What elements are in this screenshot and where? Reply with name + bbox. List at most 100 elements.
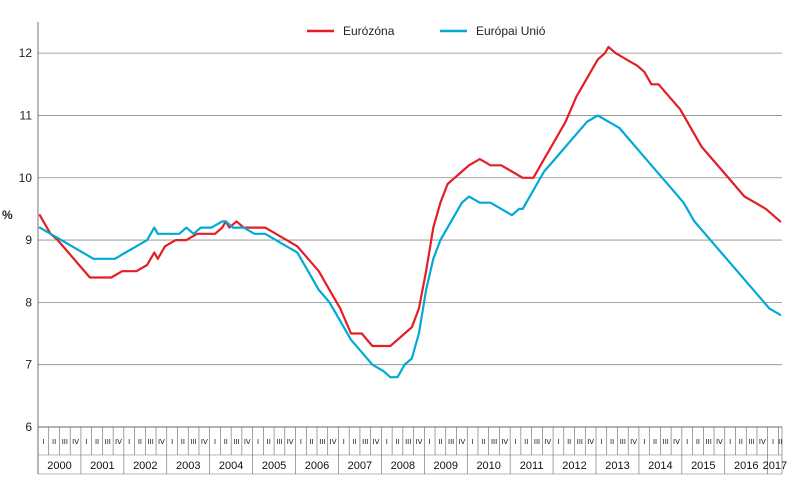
quarter-label: I [643,438,645,446]
y-tick-label: 8 [25,295,32,309]
y-tick-label: 9 [25,233,32,247]
quarter-label: I [42,438,44,446]
year-label: 2006 [305,460,329,472]
quarter-label: III [276,438,282,446]
quarter-label: III [233,438,239,446]
year-label: 2013 [605,460,629,472]
series-lines [38,45,782,379]
quarter-label: IV [373,438,380,446]
quarter-label: IV [501,438,508,446]
quarter-label: III [105,438,111,446]
year-label: 2000 [47,460,71,472]
quarter-label: II [739,438,743,446]
quarter-label: III [663,438,669,446]
quarter-label: III [448,438,454,446]
quarter-label: II [95,438,99,446]
quarter-label: II [138,438,142,446]
quarter-label: IV [72,438,79,446]
quarter-label: III [319,438,325,446]
quarter-label: III [534,438,540,446]
year-label: 2003 [176,460,200,472]
quarter-label: II [524,438,528,446]
quarter-label: II [267,438,271,446]
y-axis-title: % [2,208,13,222]
quarter-label: I [386,438,388,446]
year-label: 2002 [133,460,157,472]
y-tick-label: 11 [20,108,33,122]
quarter-label: III [405,438,411,446]
quarter-label: IV [759,438,766,446]
quarter-label: III [706,438,712,446]
quarter-label: I [429,438,431,446]
year-label: 2007 [348,460,372,472]
quarter-label: IV [115,438,122,446]
quarter-label: IV [630,438,637,446]
quarter-label: IV [587,438,594,446]
quarter-label: II [352,438,356,446]
quarter-label: I [257,438,259,446]
quarter-label: IV [158,438,165,446]
y-tick-label: 10 [19,171,33,185]
year-label: 2014 [648,460,672,472]
legend: Eurózóna Európai Unió [307,24,546,38]
year-label: 2011 [520,460,544,472]
year-label: 2009 [434,460,458,472]
quarter-label: II [778,438,782,446]
y-tick-label: 7 [25,358,32,372]
quarter-label: IV [544,438,551,446]
quarter-label: I [85,438,87,446]
quarter-label: IV [416,438,423,446]
year-label: 2012 [562,460,586,472]
quarter-label: III [748,438,754,446]
year-label: 2017 [763,460,787,472]
quarter-label: III [148,438,154,446]
quarter-label: I [128,438,130,446]
y-tick-label: 6 [25,420,32,434]
quarter-label: I [472,438,474,446]
year-label: 2004 [219,460,243,472]
quarter-label: IV [716,438,723,446]
quarter-label: III [190,438,196,446]
quarter-label: III [491,438,497,446]
quarter-label: I [214,438,216,446]
quarter-label: I [772,438,774,446]
legend-label: Európai Unió [476,24,546,38]
quarter-label: IV [201,438,208,446]
quarter-label: II [653,438,657,446]
year-label: 2001 [90,460,114,472]
year-label: 2010 [476,460,500,472]
series-line-europai-unio [38,114,782,379]
quarter-label: IV [330,438,337,446]
quarter-label: I [514,438,516,446]
quarter-label: IV [458,438,465,446]
quarter-label: II [310,438,314,446]
series-line-eurozona [38,45,782,348]
quarter-label: IV [244,438,251,446]
quarter-label: I [600,438,602,446]
gridlines [38,52,782,428]
year-label: 2016 [734,460,758,472]
y-tick-label: 12 [19,46,33,60]
quarter-label: IV [673,438,680,446]
quarter-label: II [438,438,442,446]
quarter-label: I [300,438,302,446]
quarter-label: II [481,438,485,446]
quarter-label: III [620,438,626,446]
quarter-label: III [62,438,68,446]
quarter-label: II [696,438,700,446]
year-label: 2015 [691,460,715,472]
quarter-label: III [362,438,368,446]
quarter-label: II [567,438,571,446]
quarter-label: IV [287,438,294,446]
quarter-label: I [171,438,173,446]
quarter-label: I [343,438,345,446]
quarter-label: I [686,438,688,446]
legend-label: Eurózóna [343,24,395,38]
year-label: 2008 [391,460,415,472]
year-label: 2005 [262,460,286,472]
quarter-label: II [181,438,185,446]
quarter-label: II [224,438,228,446]
